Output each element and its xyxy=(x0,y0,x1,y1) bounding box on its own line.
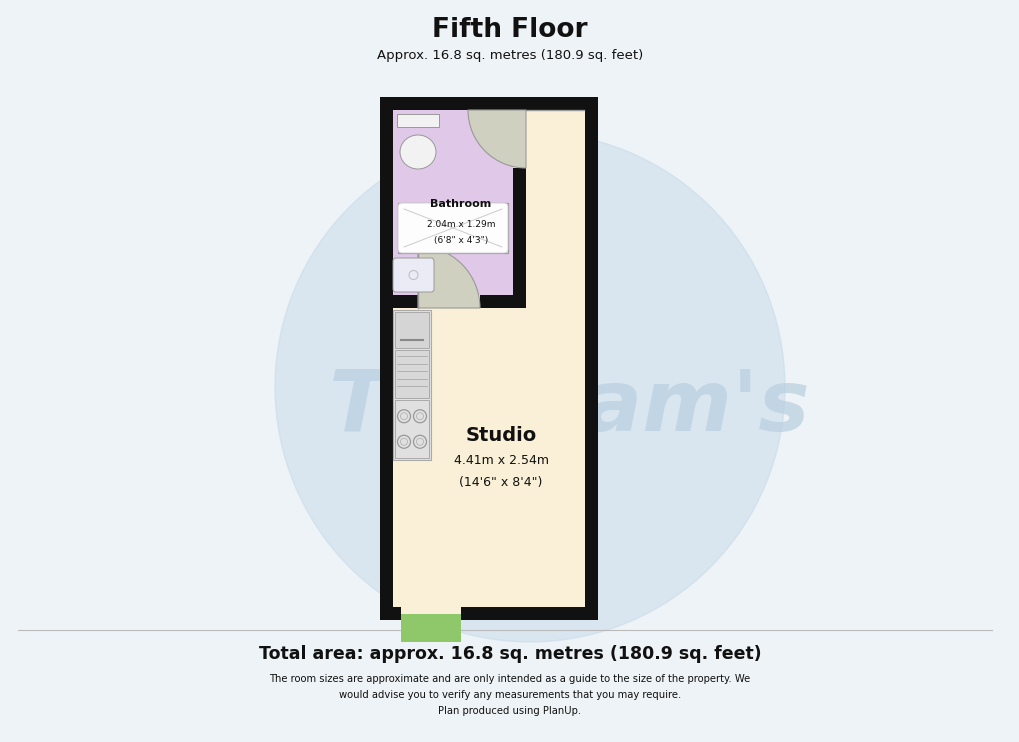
Text: Bathroom: Bathroom xyxy=(430,199,491,209)
Text: Fifth Floor: Fifth Floor xyxy=(432,17,587,43)
Bar xyxy=(394,312,429,348)
Text: Total area: approx. 16.8 sq. metres (180.9 sq. feet): Total area: approx. 16.8 sq. metres (180… xyxy=(259,645,760,663)
Bar xyxy=(396,114,438,127)
Text: (14'6" x 8'4"): (14'6" x 8'4") xyxy=(459,476,542,489)
Bar xyxy=(392,310,431,460)
Text: 4.41m x 2.54m: 4.41m x 2.54m xyxy=(453,454,548,467)
Bar xyxy=(394,350,429,398)
Bar xyxy=(400,607,461,620)
Text: Plan produced using PlanUp.: Plan produced using PlanUp. xyxy=(438,706,581,716)
Bar xyxy=(392,295,526,308)
Bar xyxy=(392,110,585,607)
Ellipse shape xyxy=(399,135,435,169)
Text: The room sizes are approximate and are only intended as a guide to the size of t: The room sizes are approximate and are o… xyxy=(269,674,750,684)
Wedge shape xyxy=(468,110,526,168)
Bar xyxy=(394,400,429,458)
Text: (6'8" x 4'3"): (6'8" x 4'3") xyxy=(433,236,488,245)
Bar xyxy=(392,110,513,295)
Bar xyxy=(513,110,526,308)
FancyBboxPatch shape xyxy=(392,258,433,292)
Circle shape xyxy=(275,132,785,642)
Text: 2.04m x 1.29m: 2.04m x 1.29m xyxy=(426,220,495,229)
Text: Studio: Studio xyxy=(465,426,536,445)
Bar xyxy=(380,97,597,620)
Text: Approx. 16.8 sq. metres (180.9 sq. feet): Approx. 16.8 sq. metres (180.9 sq. feet) xyxy=(376,48,643,62)
Wedge shape xyxy=(418,246,480,308)
Bar xyxy=(397,203,507,253)
Bar xyxy=(418,295,480,308)
FancyBboxPatch shape xyxy=(397,203,507,253)
Bar xyxy=(513,110,526,168)
Text: would advise you to verify any measurements that you may require.: would advise you to verify any measureme… xyxy=(338,690,681,700)
Bar xyxy=(400,614,461,642)
Text: Tristram's: Tristram's xyxy=(329,366,810,448)
